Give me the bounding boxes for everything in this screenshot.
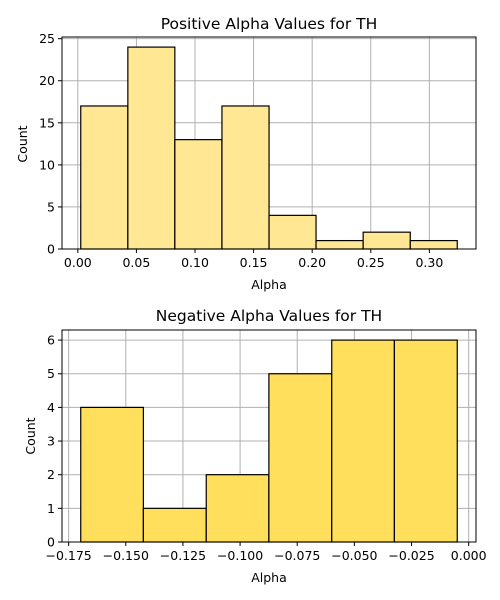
y-tick-label: 15 [39, 115, 55, 130]
histogram-bar [205, 474, 270, 543]
x-tick-label: −0.025 [388, 548, 434, 563]
chart-title: Negative Alpha Values for TH [156, 307, 382, 325]
y-axis-label: Count [15, 125, 30, 162]
histogram-bar [221, 105, 270, 250]
histogram-bar [80, 406, 144, 543]
histogram-bar [409, 239, 458, 250]
x-tick-label: 0.05 [122, 255, 150, 270]
y-tick-label: 20 [39, 73, 55, 88]
y-tick-label: 6 [47, 333, 55, 348]
x-tick-label: −0.050 [331, 548, 377, 563]
y-tick-label: 5 [47, 199, 55, 214]
y-tick-label: 3 [47, 434, 55, 449]
y-tick-label: 5 [47, 366, 55, 381]
y-tick-label: 25 [39, 31, 55, 46]
histogram-bar [331, 339, 395, 543]
y-tick-label: 2 [47, 467, 55, 482]
histogram-bar [315, 239, 364, 250]
y-tick-label: 10 [39, 157, 55, 172]
x-axis-label: Alpha [251, 277, 287, 292]
y-tick-label: 0 [47, 242, 55, 257]
axes: 0.00 0.05 0.10 0.15 0.20 0.25 0.30 0 5 10 15 20 25 [39, 31, 477, 270]
chart-negative-alpha: Negative Alpha Values for TH Alpha Count… [23, 307, 487, 585]
x-tick-label: 0.25 [357, 255, 385, 270]
x-tick-label: 0.30 [415, 255, 443, 270]
histogram-bar [80, 105, 129, 250]
histogram-bar [268, 214, 317, 250]
histogram-bar [142, 507, 207, 543]
plot-frame [61, 36, 477, 250]
histogram-bar [362, 231, 411, 250]
y-tick-label: 4 [47, 400, 55, 415]
plot-frame [61, 329, 477, 543]
bars [80, 339, 458, 543]
chart-positive-alpha: Positive Alpha Values for TH Alpha Count… [15, 15, 477, 292]
x-axis-label: Alpha [251, 570, 287, 585]
x-tick-label: 0.15 [240, 255, 268, 270]
x-tick-label: −0.075 [274, 548, 320, 563]
chart-title: Positive Alpha Values for TH [161, 15, 378, 33]
y-axis-label: Count [23, 417, 38, 454]
x-tick-label: 0.00 [64, 255, 92, 270]
histogram-bar [268, 373, 333, 543]
histogram-bar [393, 339, 458, 543]
x-tick-label: 0.000 [451, 548, 487, 563]
x-tick-label: −0.150 [103, 548, 149, 563]
x-tick-label: −0.125 [160, 548, 206, 563]
x-tick-label: −0.100 [217, 548, 263, 563]
y-tick-label: 0 [47, 535, 55, 550]
axes: −0.175 −0.150 −0.125 −0.100 −0.075 −0.050 −0.0… [45, 329, 487, 563]
x-tick-label: 0.10 [181, 255, 209, 270]
x-tick-label: −0.175 [45, 548, 91, 563]
histogram-bar [127, 46, 176, 250]
x-tick-label: 0.20 [298, 255, 326, 270]
histogram-bar [174, 139, 223, 250]
y-tick-label: 1 [47, 501, 55, 516]
bars [80, 46, 458, 250]
